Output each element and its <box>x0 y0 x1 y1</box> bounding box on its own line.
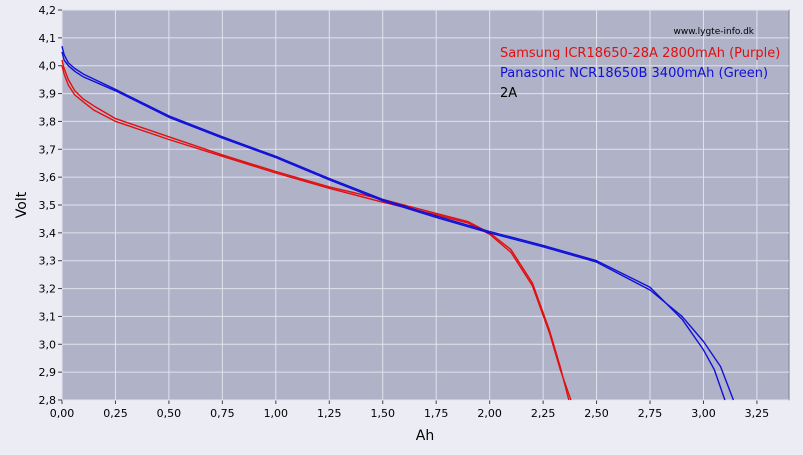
legend-entry-samsung: Samsung ICR18650-28A 2800mAh (Purple) <box>500 46 780 61</box>
current-annotation: 2A <box>500 86 517 101</box>
x-tick-label: 2,75 <box>638 407 663 420</box>
watermark: www.lygte-info.dk <box>674 27 755 37</box>
y-tick-label: 4,0 <box>39 60 57 73</box>
legend-entry-panasonic: Panasonic NCR18650B 3400mAh (Green) <box>500 66 768 81</box>
y-tick-label: 4,1 <box>39 32 57 45</box>
series-1-cell-0-line <box>61 46 726 401</box>
y-axis-label: Volt <box>14 191 30 218</box>
y-tick-label: 3,3 <box>39 255 57 268</box>
y-tick-label: 3,8 <box>39 115 57 128</box>
x-tick-labels: 0,00 0,25 0,50 0,75 1,00 1,25 1,50 1,75 2,00 2,25… <box>50 407 769 420</box>
y-tick-label: 2,8 <box>39 394 57 407</box>
x-tick-label: 1,25 <box>317 407 342 420</box>
y-tick-label: 3,7 <box>39 143 57 156</box>
series-1-cell-1-line <box>61 51 735 401</box>
y-tick-labels: 2,8 2,9 3,0 3,1 3,2 3,3 3,4 3,5 3,6 3,7 3,8 3,9 4,0 4… <box>39 4 57 407</box>
grid-lines <box>58 9 789 404</box>
y-tick-label: 3,2 <box>39 283 57 296</box>
series-curves <box>61 46 735 401</box>
x-axis-label: Ah <box>416 428 434 444</box>
y-tick-label: 3,0 <box>39 338 57 351</box>
x-tick-label: 3,25 <box>745 407 770 420</box>
x-tick-label: 2,50 <box>584 407 609 420</box>
x-tick-label: 0,50 <box>157 407 182 420</box>
y-tick-label: 3,5 <box>39 199 57 212</box>
y-tick-label: 4,2 <box>39 4 57 17</box>
x-tick-label: 2,00 <box>477 407 502 420</box>
y-tick-label: 2,9 <box>39 366 57 379</box>
x-tick-label: 0,00 <box>50 407 75 420</box>
x-tick-label: 3,00 <box>691 407 716 420</box>
x-tick-label: 0,25 <box>103 407 128 420</box>
x-tick-label: 2,25 <box>531 407 556 420</box>
y-tick-label: 3,9 <box>39 88 57 101</box>
y-tick-label: 3,1 <box>39 310 57 323</box>
x-tick-label: 1,00 <box>264 407 289 420</box>
series-0-cell-1-line <box>61 65 572 401</box>
x-tick-label: 0,75 <box>210 407 235 420</box>
y-tick-label: 3,6 <box>39 171 57 184</box>
x-tick-label: 1,75 <box>424 407 449 420</box>
y-tick-label: 3,4 <box>39 227 57 240</box>
x-tick-label: 1,50 <box>370 407 395 420</box>
series-0-cell-0-line <box>61 59 570 401</box>
